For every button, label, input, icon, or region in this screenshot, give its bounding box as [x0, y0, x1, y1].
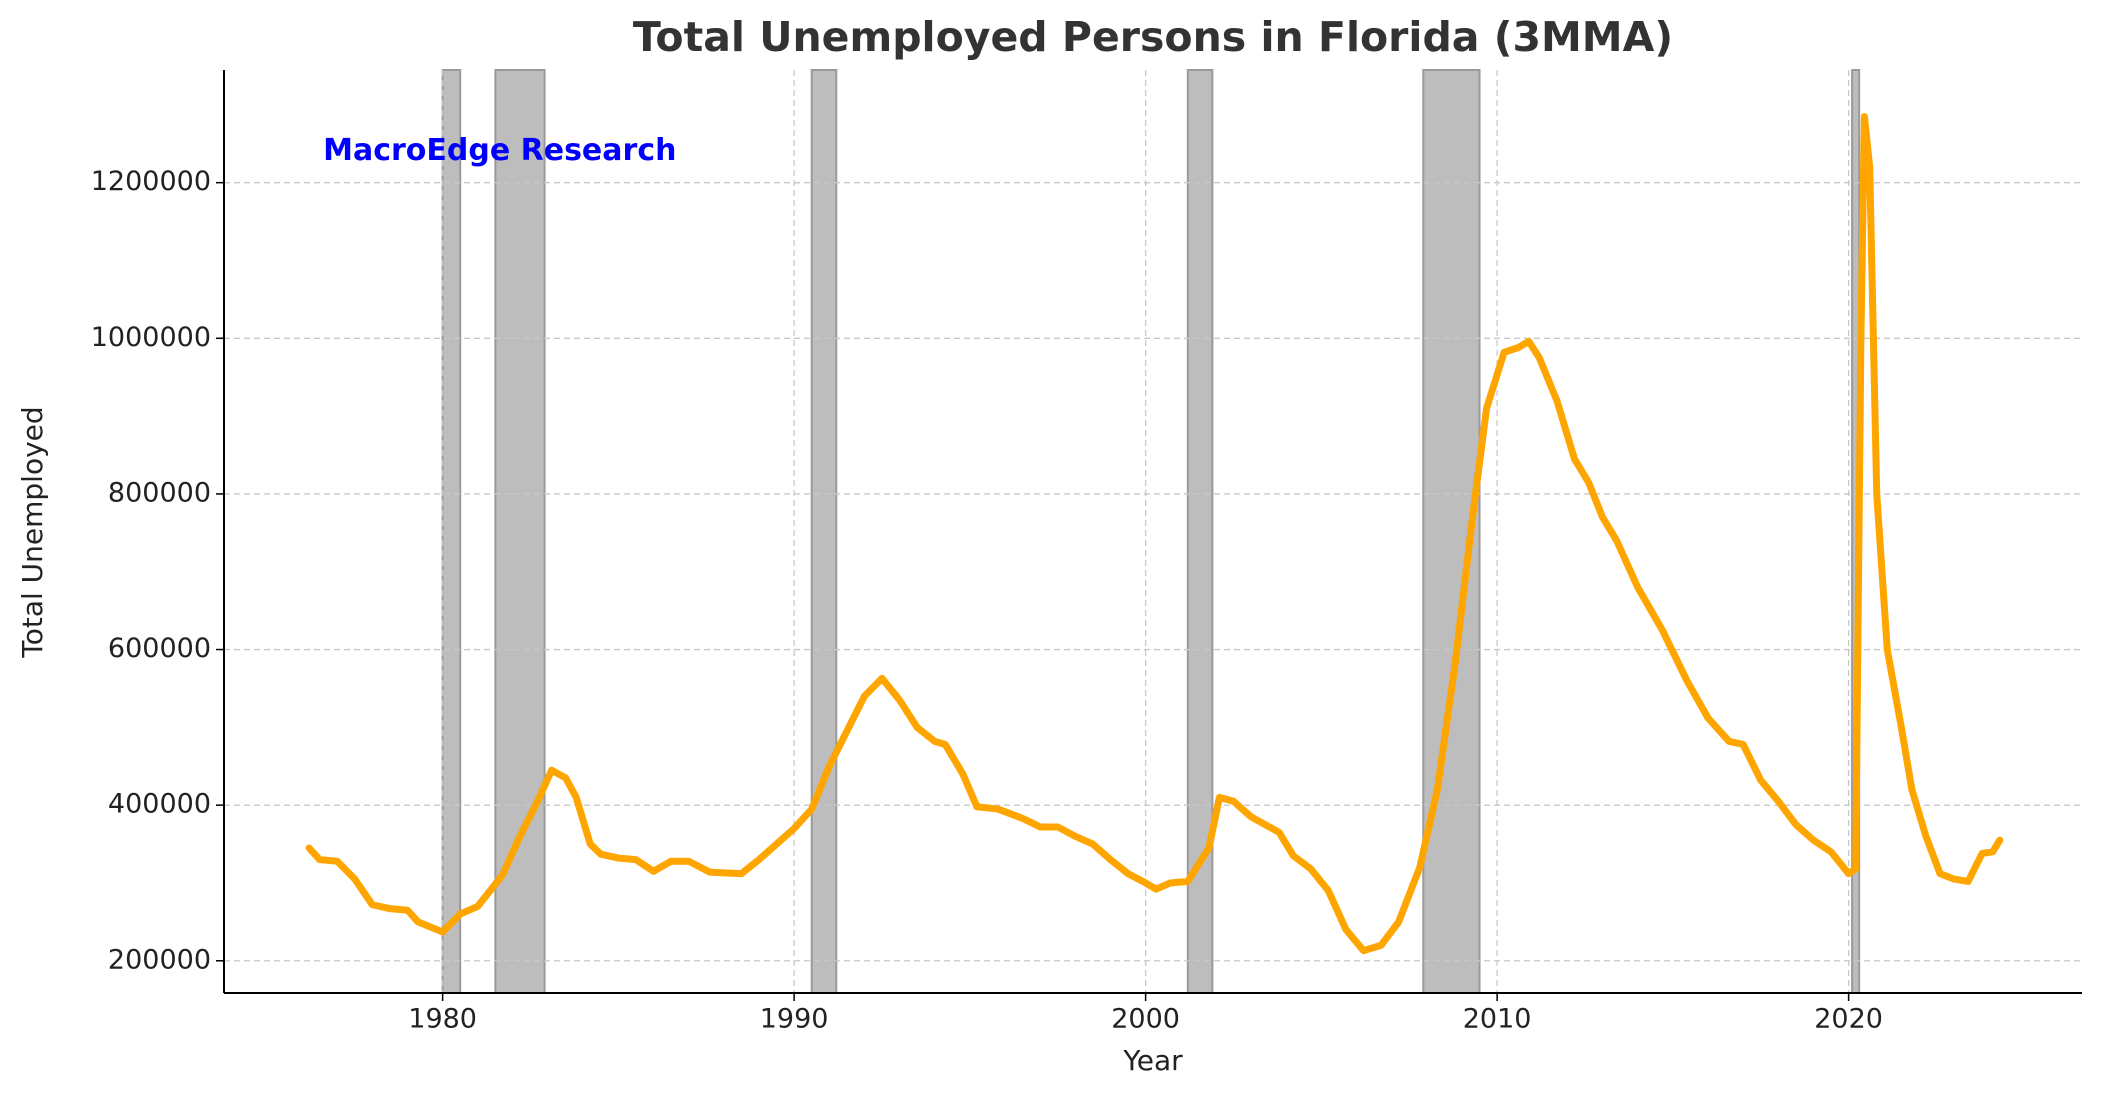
y-tick-label: 200000 — [108, 944, 211, 975]
y-tick-label: 1000000 — [91, 322, 211, 353]
x-tick-label: 1990 — [760, 1004, 829, 1035]
data-line — [305, 113, 2004, 955]
x-tick-label: 2000 — [1111, 1004, 1180, 1035]
y-tick-label: 400000 — [108, 789, 211, 820]
y-axis-label: Total Unemployed — [16, 406, 49, 658]
y-tick-label: 600000 — [108, 633, 211, 664]
recession-band — [441, 69, 462, 994]
recession-band — [494, 69, 546, 994]
y-tick-label: 1200000 — [91, 166, 211, 197]
chart-title: Total Unemployed Persons in Florida (3MM… — [633, 13, 1673, 61]
annotation: MacroEdge Research — [323, 133, 676, 168]
x-axis-label: Year — [1122, 1044, 1183, 1077]
x-tick-label: 2010 — [1463, 1004, 1532, 1035]
recession-band — [810, 69, 838, 994]
y-tick-label: 800000 — [108, 477, 211, 508]
x-tick-label: 2020 — [1814, 1004, 1883, 1035]
x-tick-label: 1980 — [408, 1004, 477, 1035]
